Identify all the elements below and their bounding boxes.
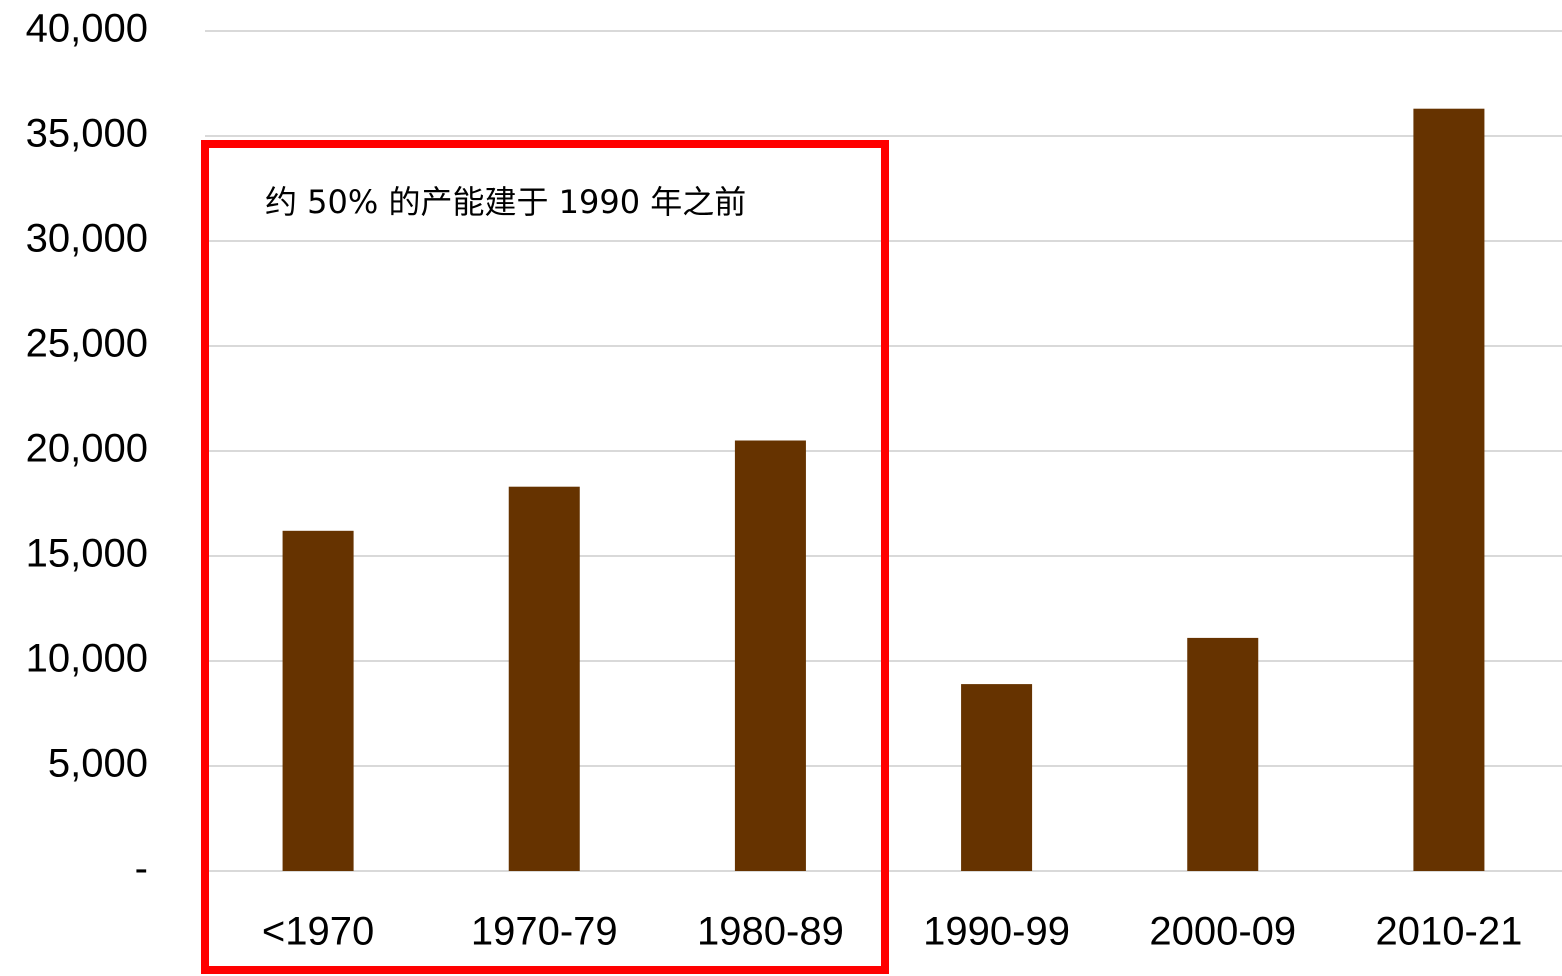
y-tick-label: 25,000 (26, 322, 148, 366)
y-tick-label: 40,000 (26, 7, 148, 51)
bar (961, 684, 1033, 871)
x-tick-label: 2010-21 (1376, 910, 1523, 954)
y-tick-label: 15,000 (26, 532, 148, 576)
x-tick-label: 1990-99 (923, 910, 1070, 954)
x-tick-label: 1980-89 (697, 910, 844, 954)
x-tick-label: 1970-79 (471, 910, 618, 954)
y-tick-label: 30,000 (26, 217, 148, 261)
highlight-box (201, 140, 889, 974)
bar (1187, 637, 1259, 871)
y-tick-label: - (135, 847, 148, 891)
bar (282, 530, 354, 871)
bar (1413, 108, 1485, 871)
x-tick-label: <1970 (262, 910, 374, 954)
bar (508, 486, 580, 871)
x-tick-label: 2000-09 (1149, 910, 1296, 954)
annotation: 约 50% 的产能建于 1990 年之前 (265, 183, 746, 221)
y-tick-label: 10,000 (26, 637, 148, 681)
y-tick-label: 5,000 (48, 742, 148, 786)
y-tick-label: 20,000 (26, 427, 148, 471)
bar (734, 440, 806, 871)
y-tick-label: 35,000 (26, 112, 148, 156)
